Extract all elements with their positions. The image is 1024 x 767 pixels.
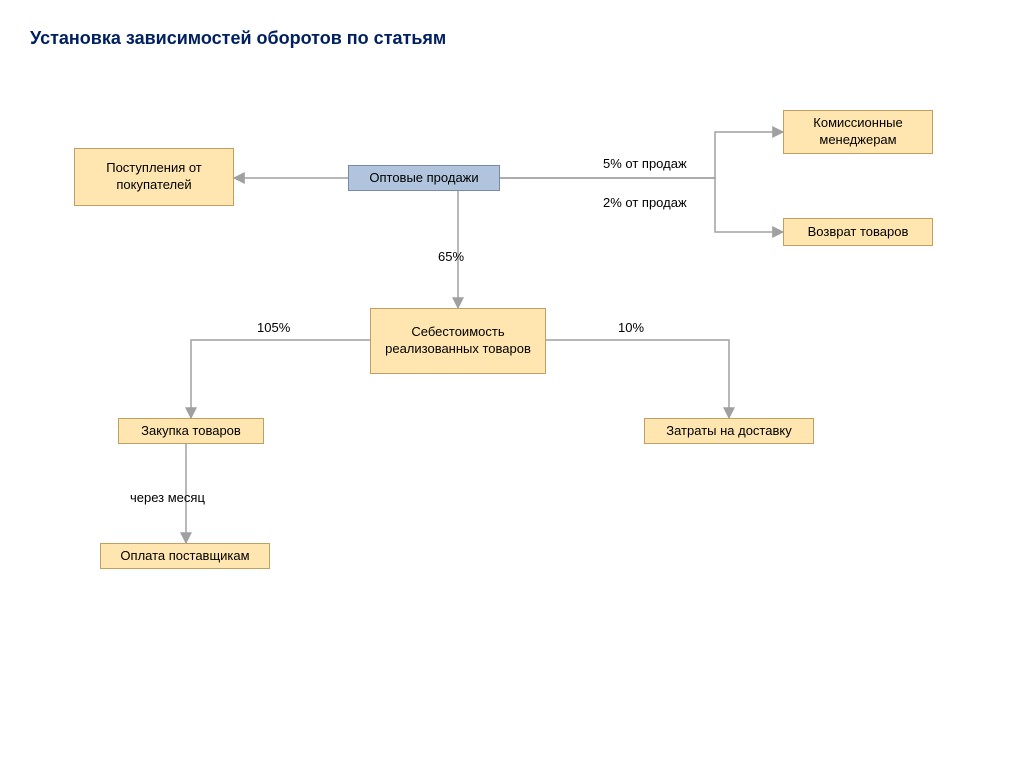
edge-label-cost-delivery: 10% xyxy=(618,320,644,335)
edge-cost-purchase xyxy=(191,340,370,418)
edge-label-cost-purchase: 105% xyxy=(257,320,290,335)
node-payment: Оплата поставщикам xyxy=(100,543,270,569)
edge-sales-commission xyxy=(500,132,783,178)
edge-cost-delivery xyxy=(546,340,729,418)
edge-label-sales-returns: 2% от продаж xyxy=(603,195,687,210)
node-buyers: Поступления от покупателей xyxy=(74,148,234,206)
page-title: Установка зависимостей оборотов по стать… xyxy=(30,28,446,49)
edge-label-sales-cost: 65% xyxy=(438,249,464,264)
node-purchase: Закупка товаров xyxy=(118,418,264,444)
node-commission: Комиссионные менеджерам xyxy=(783,110,933,154)
node-cost: Себестоимость реализованных товаров xyxy=(370,308,546,374)
node-returns: Возврат товаров xyxy=(783,218,933,246)
node-delivery: Затраты на доставку xyxy=(644,418,814,444)
edge-label-sales-commission: 5% от продаж xyxy=(603,156,687,171)
edge-label-purchase-payment: через месяц xyxy=(130,490,205,505)
node-sales: Оптовые продажи xyxy=(348,165,500,191)
